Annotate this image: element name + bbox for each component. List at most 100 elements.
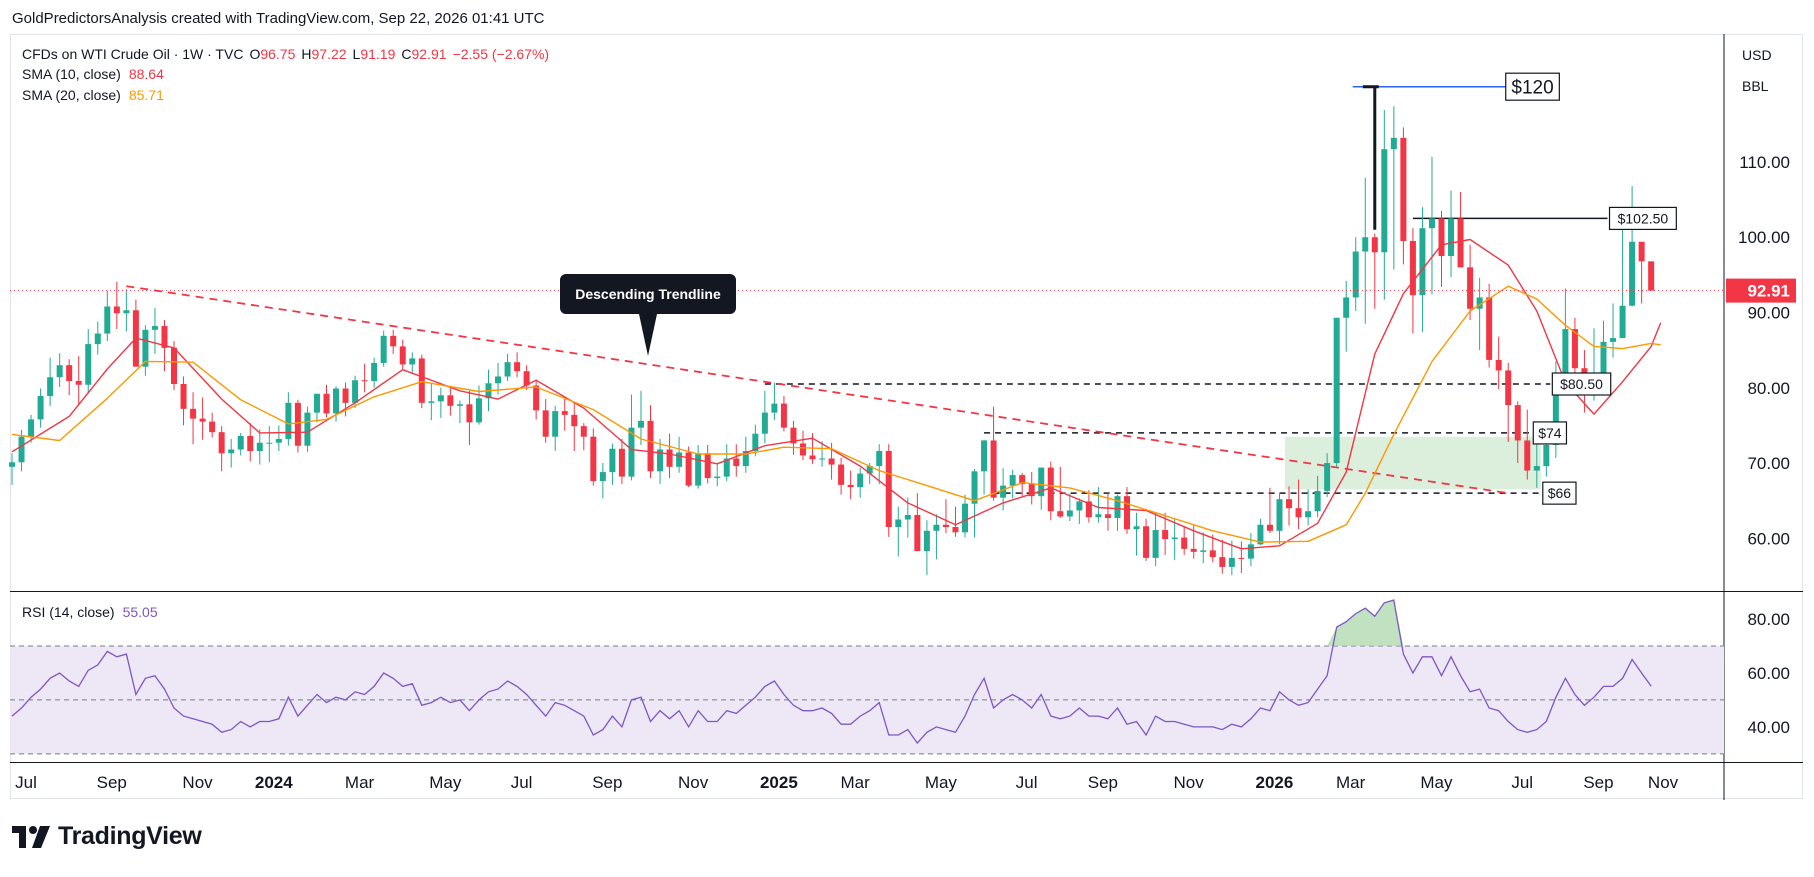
candle — [799, 430, 806, 461]
candle-body — [1486, 297, 1493, 360]
candle — [1648, 261, 1655, 291]
candle — [437, 387, 444, 418]
candle-body — [456, 404, 463, 406]
candle — [1276, 493, 1283, 545]
candle-body — [475, 398, 482, 423]
candle-body — [1638, 241, 1645, 262]
chart-attribution: GoldPredictorsAnalysis created with Trad… — [12, 10, 545, 27]
candle-body — [437, 395, 444, 402]
level-labels: $120 $102.50 $80.50 $74 $66 — [1505, 72, 1677, 505]
candle-body — [923, 530, 930, 552]
candle-body — [514, 362, 521, 372]
time-tick-label: Jul — [1016, 773, 1038, 792]
price-axis[interactable]: 60.00 70.00 80.00 90.00 100.00 110.00 92.91 — [1726, 153, 1796, 548]
level-label-74-box — [1532, 421, 1568, 445]
time-tick-label: Nov — [678, 773, 709, 792]
candle-body — [1381, 149, 1388, 253]
ohlc-h-value: 97.22 — [312, 46, 347, 62]
time-tick-label: Sep — [592, 773, 622, 792]
candle-body — [294, 402, 301, 446]
candle — [1200, 532, 1207, 564]
candle-body — [1047, 467, 1054, 512]
rsi-tick-label: 40.00 — [1747, 718, 1790, 737]
time-tick-label: Sep — [97, 773, 127, 792]
candle — [409, 352, 416, 375]
sma10-line — [11, 238, 1662, 550]
unit-label[interactable]: BBL — [1742, 78, 1769, 94]
ohlc-l-label: L — [353, 46, 361, 62]
candle — [1371, 233, 1378, 309]
candle — [123, 289, 130, 332]
candle-body — [752, 433, 759, 451]
candle-body — [1543, 444, 1550, 467]
candle-body — [1276, 499, 1283, 531]
candle-body — [599, 472, 606, 482]
candle-body — [237, 435, 244, 450]
candle — [952, 506, 959, 537]
candle-body — [1362, 237, 1369, 252]
candle — [237, 432, 244, 456]
candle — [1533, 443, 1540, 488]
time-tick-label: Mar — [345, 773, 375, 792]
candle-body — [1228, 557, 1235, 567]
candle — [1286, 486, 1293, 526]
time-tick-label: 2026 — [1256, 773, 1294, 792]
price-tick-label: 80.00 — [1747, 379, 1790, 398]
rsi-axis[interactable]: 40.00 60.00 80.00 — [1747, 610, 1790, 737]
candle-body — [428, 401, 435, 403]
candle-body — [285, 402, 292, 439]
candle-body — [1190, 548, 1197, 552]
candle-body — [209, 421, 216, 433]
candle-body — [1295, 508, 1302, 518]
candle-body — [1095, 514, 1102, 518]
tradingview-logo[interactable]: TradingView — [12, 822, 202, 851]
candle — [323, 384, 330, 418]
chart-legend[interactable]: CFDs on WTI Crude Oil · 1W · TVC O96.75 H9… — [22, 46, 549, 620]
candle-body — [533, 385, 540, 411]
tradingview-logo-text: TradingView — [58, 822, 202, 850]
candle — [285, 392, 292, 446]
candle-body — [876, 450, 883, 467]
candle-body — [37, 396, 44, 420]
svg-text:RSI (14, close)55.05: RSI (14, close) 55.05 — [22, 604, 158, 620]
candle-body — [266, 442, 273, 444]
descending-trendline — [126, 285, 1509, 495]
time-axis[interactable]: Jul Sep Nov 2024 Mar May Jul Sep Nov 2025 Mar May Ju… — [15, 773, 1679, 792]
candle-body — [1143, 526, 1150, 558]
sma10-label: SMA (10, close) — [22, 66, 121, 82]
candle-body — [1162, 530, 1169, 540]
candle-body — [552, 411, 559, 437]
candle — [66, 359, 73, 396]
level-label-102-50-text: $102.50 — [1618, 210, 1669, 226]
candle-body — [1286, 499, 1293, 509]
candle-body — [47, 377, 54, 397]
candle-body — [447, 395, 454, 406]
currency-label[interactable]: USD — [1742, 47, 1772, 63]
candle-body — [695, 453, 702, 486]
candle — [180, 376, 187, 426]
candle — [218, 426, 225, 472]
candle-body — [1476, 297, 1483, 309]
candle — [733, 444, 740, 477]
time-tick-label: 2024 — [255, 773, 293, 792]
candle-body — [1371, 237, 1378, 253]
ohlc-h-label: H — [301, 46, 311, 62]
candle-body — [28, 419, 35, 437]
candle-body — [847, 484, 854, 488]
candle — [981, 439, 988, 495]
candle — [533, 379, 540, 420]
candle-body — [1085, 501, 1092, 518]
candle-body — [1505, 370, 1512, 406]
candle-body — [1238, 557, 1245, 559]
candle — [466, 390, 473, 445]
candle — [657, 438, 664, 485]
candle — [85, 329, 92, 394]
candle-body — [895, 519, 902, 528]
candle — [256, 429, 263, 465]
symbol-description: CFDs on WTI Crude Oil · 1W · TVC — [22, 46, 243, 62]
candle — [1219, 539, 1226, 574]
rsi-band — [10, 645, 1724, 755]
candle-body — [1438, 218, 1445, 257]
rsi-value: 55.05 — [123, 604, 158, 620]
